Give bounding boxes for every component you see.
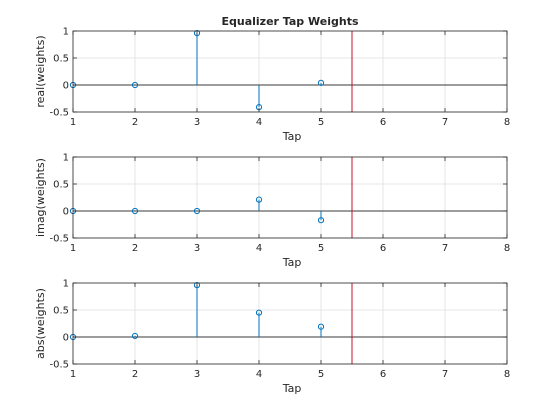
y-axis-label: abs(weights) bbox=[34, 288, 47, 359]
x-tick-label: 3 bbox=[194, 117, 200, 128]
stem-marker bbox=[193, 207, 201, 215]
x-tick-label: 6 bbox=[380, 243, 386, 254]
y-tick-label: 0 bbox=[63, 207, 69, 218]
axes-frame bbox=[72, 282, 508, 365]
subplot-abs: 1 2 3 4 5 6 7 8 1 0.5 0 -0.5 Tap abs(weights) bbox=[34, 279, 510, 396]
axes-frame bbox=[72, 30, 508, 113]
y-tick-label: 1 bbox=[63, 27, 69, 38]
x-axis-label: Tap bbox=[282, 130, 302, 143]
stem-marker bbox=[193, 282, 201, 289]
x-tick-label: 7 bbox=[442, 243, 448, 254]
x-tick-label: 4 bbox=[256, 117, 262, 128]
x-tick-label: 1 bbox=[70, 369, 76, 380]
y-tick-label: 0.5 bbox=[53, 306, 69, 317]
y-tick-label: 0.5 bbox=[53, 180, 69, 191]
x-tick-label: 5 bbox=[318, 117, 324, 128]
y-tick-label: 0 bbox=[63, 81, 69, 92]
x-tick-label: 2 bbox=[132, 117, 138, 128]
x-tick-label: 2 bbox=[132, 369, 138, 380]
x-tick-label: 4 bbox=[256, 243, 262, 254]
x-tick-label: 1 bbox=[70, 117, 76, 128]
x-axis-label: Tap bbox=[282, 382, 302, 395]
y-axis-label: real(weights) bbox=[34, 35, 47, 107]
x-tick-label: 4 bbox=[256, 369, 262, 380]
x-tick-label: 2 bbox=[132, 243, 138, 254]
y-tick-label: 0.5 bbox=[53, 54, 69, 65]
x-tick-label: 8 bbox=[504, 369, 510, 380]
x-tick-label: 7 bbox=[442, 369, 448, 380]
x-tick-label: 1 bbox=[70, 243, 76, 254]
stem-marker bbox=[317, 79, 325, 86]
x-tick-label: 8 bbox=[504, 243, 510, 254]
stem-marker bbox=[131, 332, 139, 340]
axes-frame bbox=[72, 156, 508, 239]
y-tick-label: 1 bbox=[63, 279, 69, 290]
plot-area bbox=[73, 283, 507, 364]
x-tick-label: 3 bbox=[194, 369, 200, 380]
x-tick-label: 5 bbox=[318, 243, 324, 254]
stem-marker bbox=[317, 217, 325, 224]
x-tick-label: 3 bbox=[194, 243, 200, 254]
stem-marker bbox=[317, 323, 325, 330]
x-tick-label: 6 bbox=[380, 117, 386, 128]
y-tick-label: -0.5 bbox=[49, 234, 69, 245]
y-axis-label: imag(weights) bbox=[34, 158, 47, 237]
plot-area bbox=[73, 157, 507, 238]
x-axis-label: Tap bbox=[282, 256, 302, 269]
plot-area bbox=[73, 31, 507, 112]
x-tick-label: 7 bbox=[442, 117, 448, 128]
subplot-real: 1 2 3 4 5 6 7 8 1 0.5 0 -0.5 Tap real(weights) bbox=[34, 27, 510, 144]
y-tick-label: 0 bbox=[63, 333, 69, 344]
stem-marker bbox=[131, 81, 139, 89]
y-tick-label: -0.5 bbox=[49, 360, 69, 371]
stem-marker bbox=[255, 309, 263, 316]
stem-marker bbox=[131, 207, 139, 215]
x-tick-label: 8 bbox=[504, 117, 510, 128]
stem-marker bbox=[255, 196, 263, 203]
x-tick-label: 6 bbox=[380, 369, 386, 380]
stem-marker bbox=[193, 30, 201, 37]
y-tick-label: -0.5 bbox=[49, 108, 69, 119]
subplot-imag: 1 2 3 4 5 6 7 8 1 0.5 0 -0.5 Tap imag(weights) bbox=[34, 153, 510, 270]
figure-title: Equalizer Tap Weights bbox=[222, 15, 359, 28]
x-tick-label: 5 bbox=[318, 369, 324, 380]
y-tick-label: 1 bbox=[63, 153, 69, 164]
